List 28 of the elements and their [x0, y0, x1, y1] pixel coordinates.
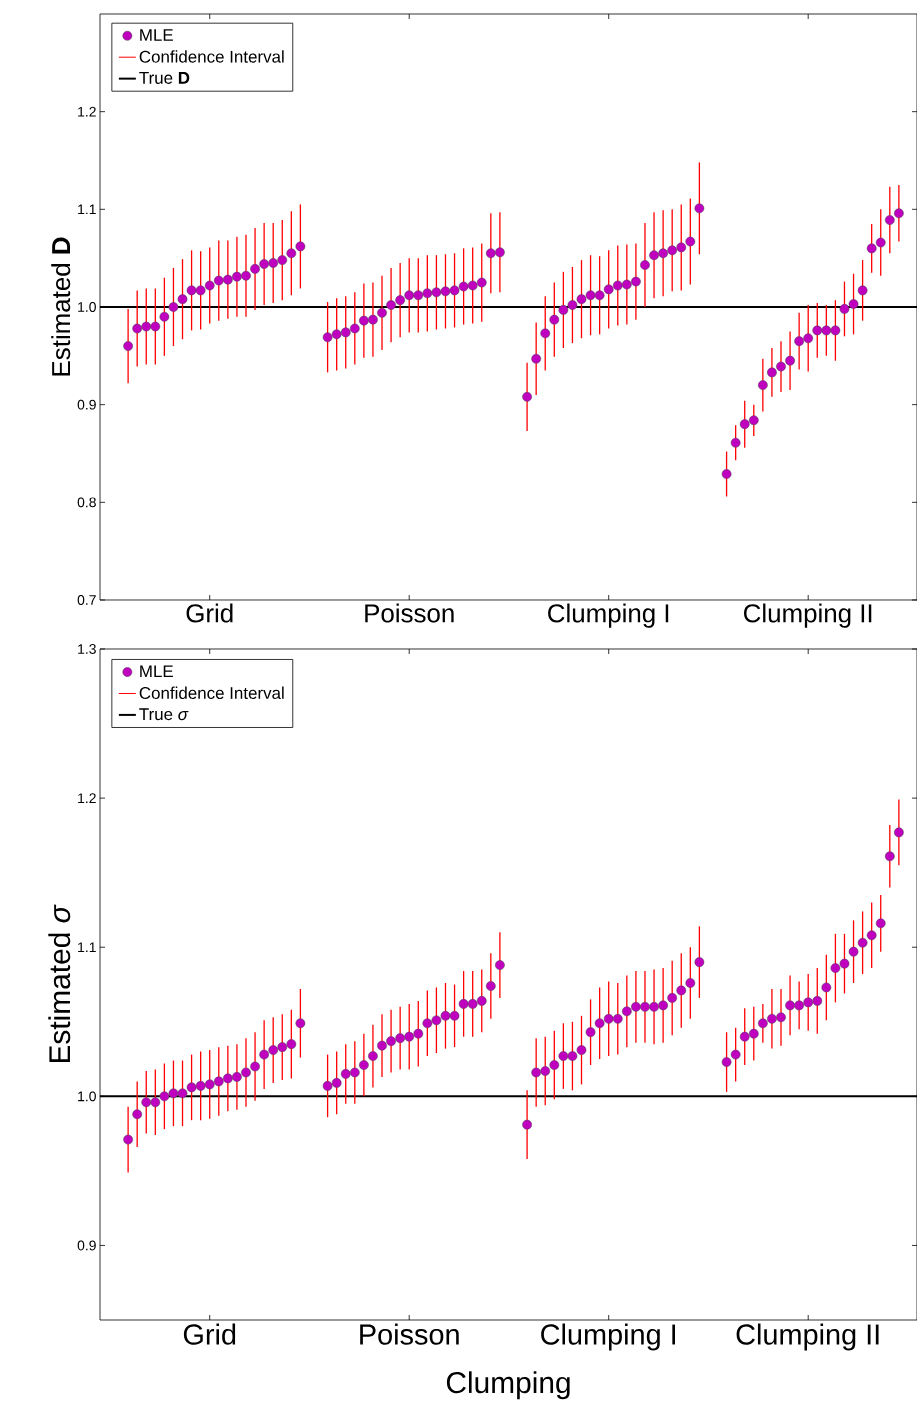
legend-label: MLE [140, 665, 173, 678]
y-axis-title: Estimated σ [48, 904, 71, 1063]
legend-label: True D [139, 72, 190, 84]
annotation: Confidence Interval [139, 686, 284, 700]
y-tick-label: 1.1 [78, 204, 96, 215]
y-tick-label: 1.0 [78, 302, 96, 312]
y-tick-label: 1.0 [78, 1091, 96, 1102]
annotation: Confidence Interval [139, 50, 284, 63]
x-tick-label: Clumping II [736, 1323, 879, 1351]
x-tick-label: Poisson [360, 1323, 459, 1345]
y-tick-label: 1.2 [78, 793, 96, 803]
y-tick-label: 0.8 [77, 497, 96, 508]
y-tick-label: 0.9 [77, 1240, 96, 1251]
x-tick-label: Clumping I [548, 603, 669, 628]
y-tick-label: 1.1 [78, 942, 96, 953]
x-tick-label: Poisson [365, 603, 454, 623]
y-tick-label: 0.9 [77, 399, 96, 410]
x-tick-label: Clumping I [541, 1323, 676, 1351]
y-tick-label: 0.7 [77, 595, 96, 605]
y-axis-title: Estimated D [51, 237, 71, 376]
x-tick-label: Grid [186, 603, 233, 623]
legend-label: True σ [139, 708, 189, 721]
y-tick-label: 1.2 [78, 106, 96, 117]
x-tick-label: Clumping II [744, 603, 872, 628]
y-tick-label: 1.3 [78, 644, 96, 654]
x-axis-title: Clumping [446, 1371, 570, 1400]
legend-label: MLE [140, 29, 173, 41]
x-tick-label: Grid [183, 1323, 236, 1345]
